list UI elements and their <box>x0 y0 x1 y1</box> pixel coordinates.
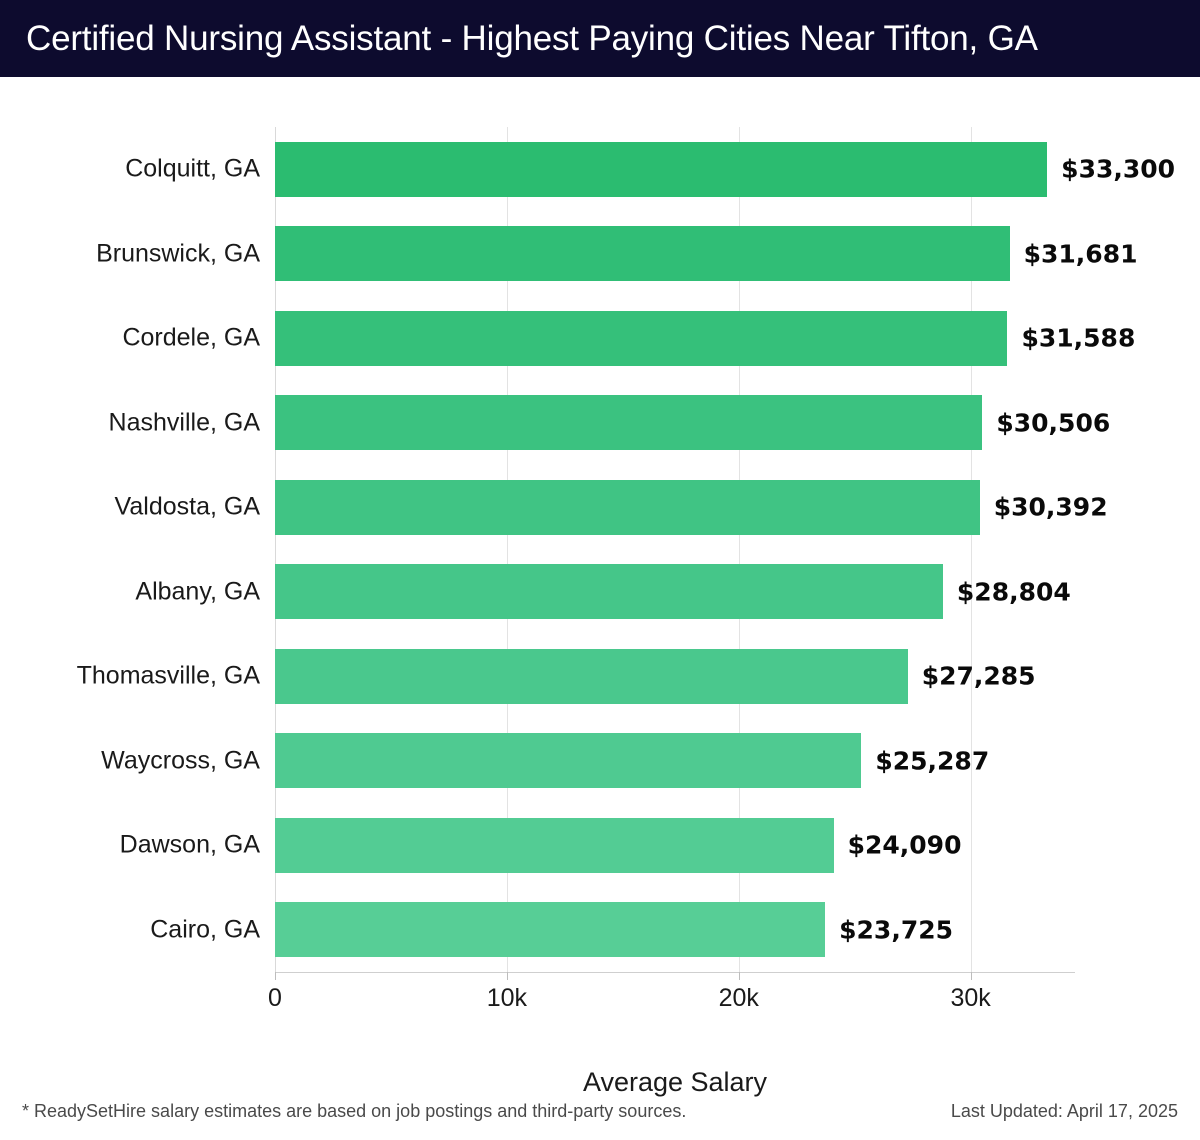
x-gridline <box>970 127 972 972</box>
x-tick-label: 10k <box>486 984 528 1012</box>
y-axis-label-wrap: Brunswick, GA <box>0 226 260 281</box>
bar-value-label: $23,725 <box>839 915 954 945</box>
bar-row: Nashville, GA $30,506 <box>109 395 1110 451</box>
y-axis-label: Colquitt, GA <box>125 154 260 183</box>
bar[interactable] <box>275 817 834 873</box>
y-axis-label: Cairo, GA <box>150 915 260 944</box>
x-tick-mark <box>506 972 508 980</box>
footer-disclaimer: * ReadySetHire salary estimates are base… <box>22 1100 687 1121</box>
bar-value-label: $30,506 <box>996 408 1111 438</box>
y-axis-label-wrap: Nashville, GA <box>0 395 260 450</box>
bar[interactable] <box>275 733 862 789</box>
bar-value-label: $33,300 <box>1061 154 1176 184</box>
y-axis-label-wrap: Cairo, GA <box>0 902 260 957</box>
x-gridline <box>506 127 508 972</box>
y-axis-label-wrap: Valdosta, GA <box>0 480 260 535</box>
bar[interactable] <box>275 479 980 535</box>
y-axis-label: Waycross, GA <box>101 746 260 775</box>
footer: * ReadySetHire salary estimates are base… <box>0 1096 1200 1126</box>
bar-row: Cordele, GA $31,588 <box>122 310 1135 366</box>
y-axis-label: Albany, GA <box>135 577 260 606</box>
y-axis-label-wrap: Thomasville, GA <box>0 649 260 704</box>
y-axis-label-wrap: Cordele, GA <box>0 311 260 366</box>
y-axis-label: Nashville, GA <box>108 408 260 437</box>
bar[interactable] <box>275 564 943 620</box>
bar-value-label: $30,392 <box>993 492 1108 522</box>
bar-row: Albany, GA $28,804 <box>135 564 1075 620</box>
x-gridline <box>738 127 740 972</box>
x-axis-title: Average Salary <box>582 1067 768 1097</box>
chart-title-banner: Certified Nursing Assistant - Highest Pa… <box>0 0 1200 77</box>
y-axis-label: Valdosta, GA <box>114 492 260 521</box>
bar-value-label: $31,681 <box>1023 239 1138 269</box>
x-tick-mark <box>275 972 276 980</box>
page-title: Certified Nursing Assistant - Highest Pa… <box>26 18 1038 58</box>
x-axis-spine <box>275 972 1075 973</box>
bar-row: Colquitt, GA $33,300 <box>125 141 1175 197</box>
x-tick-label: 30k <box>950 984 991 1012</box>
x-tick-label: 20k <box>718 984 759 1012</box>
bar-row: Cairo, GA $23,725 <box>150 902 1075 958</box>
bar-value-label: $27,285 <box>921 661 1036 691</box>
bar[interactable] <box>275 226 1010 282</box>
y-axis-label: Cordele, GA <box>122 323 260 352</box>
bar-value-label: $31,588 <box>1021 323 1136 353</box>
bar[interactable] <box>275 395 983 451</box>
plot-area: Average Salary 0 10k 20k 30k Colquitt, GA $33… <box>77 127 1175 1097</box>
y-axis-label-wrap: Albany, GA <box>0 564 260 619</box>
bar-value-label: $25,287 <box>875 746 990 776</box>
bar-row: Thomasville, GA $27,285 <box>77 648 1075 704</box>
y-axis-spine <box>275 127 276 972</box>
y-axis-label-wrap: Dawson, GA <box>0 818 260 873</box>
y-axis-label: Thomasville, GA <box>76 661 260 690</box>
bar-value-label: $24,090 <box>847 830 962 860</box>
bar[interactable] <box>275 902 826 958</box>
bar-row: Valdosta, GA $30,392 <box>115 479 1108 535</box>
x-tick-mark <box>970 972 972 980</box>
chart-container: Average Salary 0 10k 20k 30k Colquitt, GA $33… <box>0 77 1200 1140</box>
footer-last-updated: Last Updated: April 17, 2025 <box>950 1100 1178 1121</box>
y-axis-label: Dawson, GA <box>119 830 260 859</box>
y-axis-label: Brunswick, GA <box>96 239 260 268</box>
bar[interactable] <box>275 648 908 704</box>
bar[interactable] <box>275 141 1048 197</box>
bar-row: Dawson, GA $24,090 <box>120 817 1075 873</box>
x-tick-label: 0 <box>268 984 282 1012</box>
bar-value-label: $28,804 <box>956 577 1071 607</box>
x-tick-mark <box>738 972 740 980</box>
y-axis-label-wrap: Waycross, GA <box>0 733 260 788</box>
bar[interactable] <box>275 310 1008 366</box>
bar-row: Brunswick, GA $31,681 <box>96 226 1138 282</box>
bar-row: Waycross, GA $25,287 <box>101 733 1075 789</box>
y-axis-label-wrap: Colquitt, GA <box>0 142 260 197</box>
